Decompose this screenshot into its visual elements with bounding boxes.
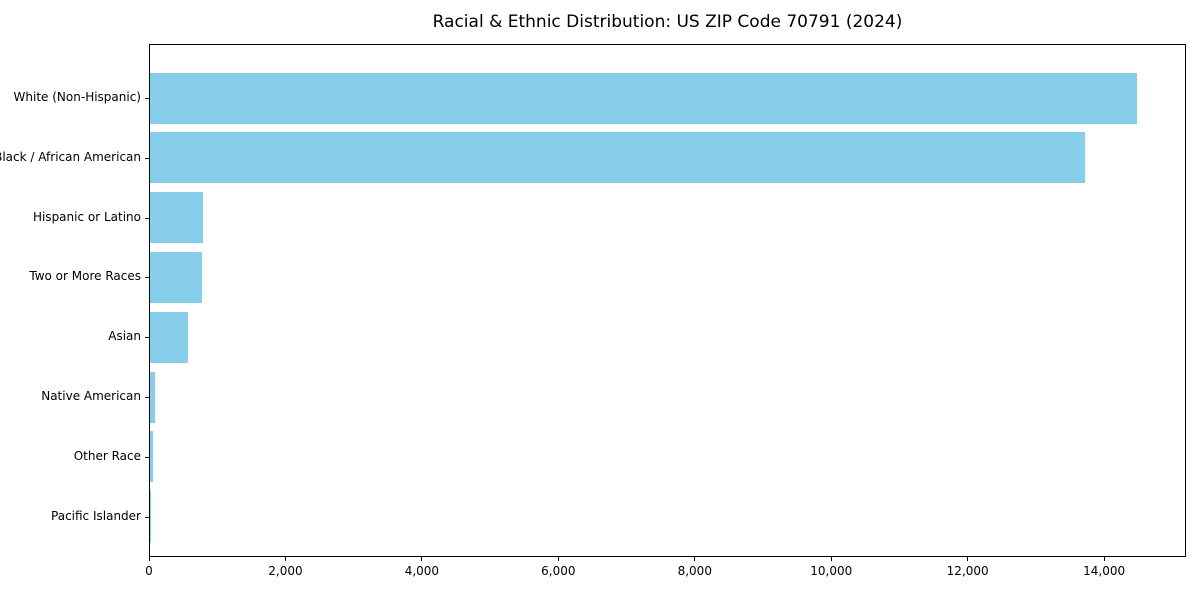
y-axis-labels: White (Non-Hispanic) Black / African Amer… xyxy=(0,44,141,557)
y-tickmark xyxy=(145,277,149,279)
y-axis-category-label: Asian xyxy=(108,329,141,344)
y-axis-category-label: Two or More Races xyxy=(29,269,141,284)
bar-native-american xyxy=(150,371,155,423)
x-tick-label: 0 xyxy=(145,564,153,578)
x-tick-label: 14,000 xyxy=(1083,564,1126,578)
y-tickmark xyxy=(145,98,149,99)
plot-area xyxy=(145,44,1186,557)
x-tick-label: 6,000 xyxy=(541,564,576,578)
x-tick-label: 8,000 xyxy=(677,564,712,578)
y-tickmark xyxy=(145,516,149,518)
bar-white-non-hispanic xyxy=(150,72,1138,124)
x-tickmark xyxy=(967,557,969,561)
bar-asian xyxy=(150,311,188,363)
y-tickmark xyxy=(145,397,149,398)
bar-black-african-american xyxy=(150,132,1085,184)
x-tickmark xyxy=(830,557,832,561)
y-axis-category-label: Hispanic or Latino xyxy=(32,209,141,224)
chart-title: Racial & Ethnic Distribution: US ZIP Cod… xyxy=(432,12,903,32)
bar-other-race xyxy=(150,431,154,483)
x-axis: 0 2,000 4,000 6,000 8,000 10,000 12,000 14,000 xyxy=(145,557,1186,587)
x-tickmark xyxy=(148,557,150,561)
y-tickmark xyxy=(145,217,149,219)
y-axis-category-label: White (Non-Hispanic) xyxy=(13,90,141,104)
y-tickmark xyxy=(145,456,149,458)
x-tick-label: 2,000 xyxy=(268,564,303,578)
y-axis-category-label: Native American xyxy=(41,389,141,403)
x-tick-label: 4,000 xyxy=(404,564,440,578)
x-tick-label: 12,000 xyxy=(946,564,989,578)
y-axis-category-label: Other Race xyxy=(73,448,141,463)
x-tickmark xyxy=(557,557,559,561)
y-tickmark xyxy=(145,337,149,339)
x-tickmark xyxy=(421,557,423,561)
x-tick-label: 10,000 xyxy=(810,564,853,578)
x-tickmark xyxy=(694,557,696,561)
bar-hispanic-or-latino xyxy=(150,192,204,244)
x-tickmark xyxy=(1103,557,1105,561)
y-tickmark xyxy=(145,157,149,159)
y-axis-category-label: Black / African American xyxy=(0,149,141,164)
y-axis-category-label: Pacific Islander xyxy=(51,508,141,523)
bar-two-or-more-races xyxy=(150,251,202,303)
bar-pacific-islander xyxy=(150,491,151,543)
x-tickmark xyxy=(284,557,286,561)
